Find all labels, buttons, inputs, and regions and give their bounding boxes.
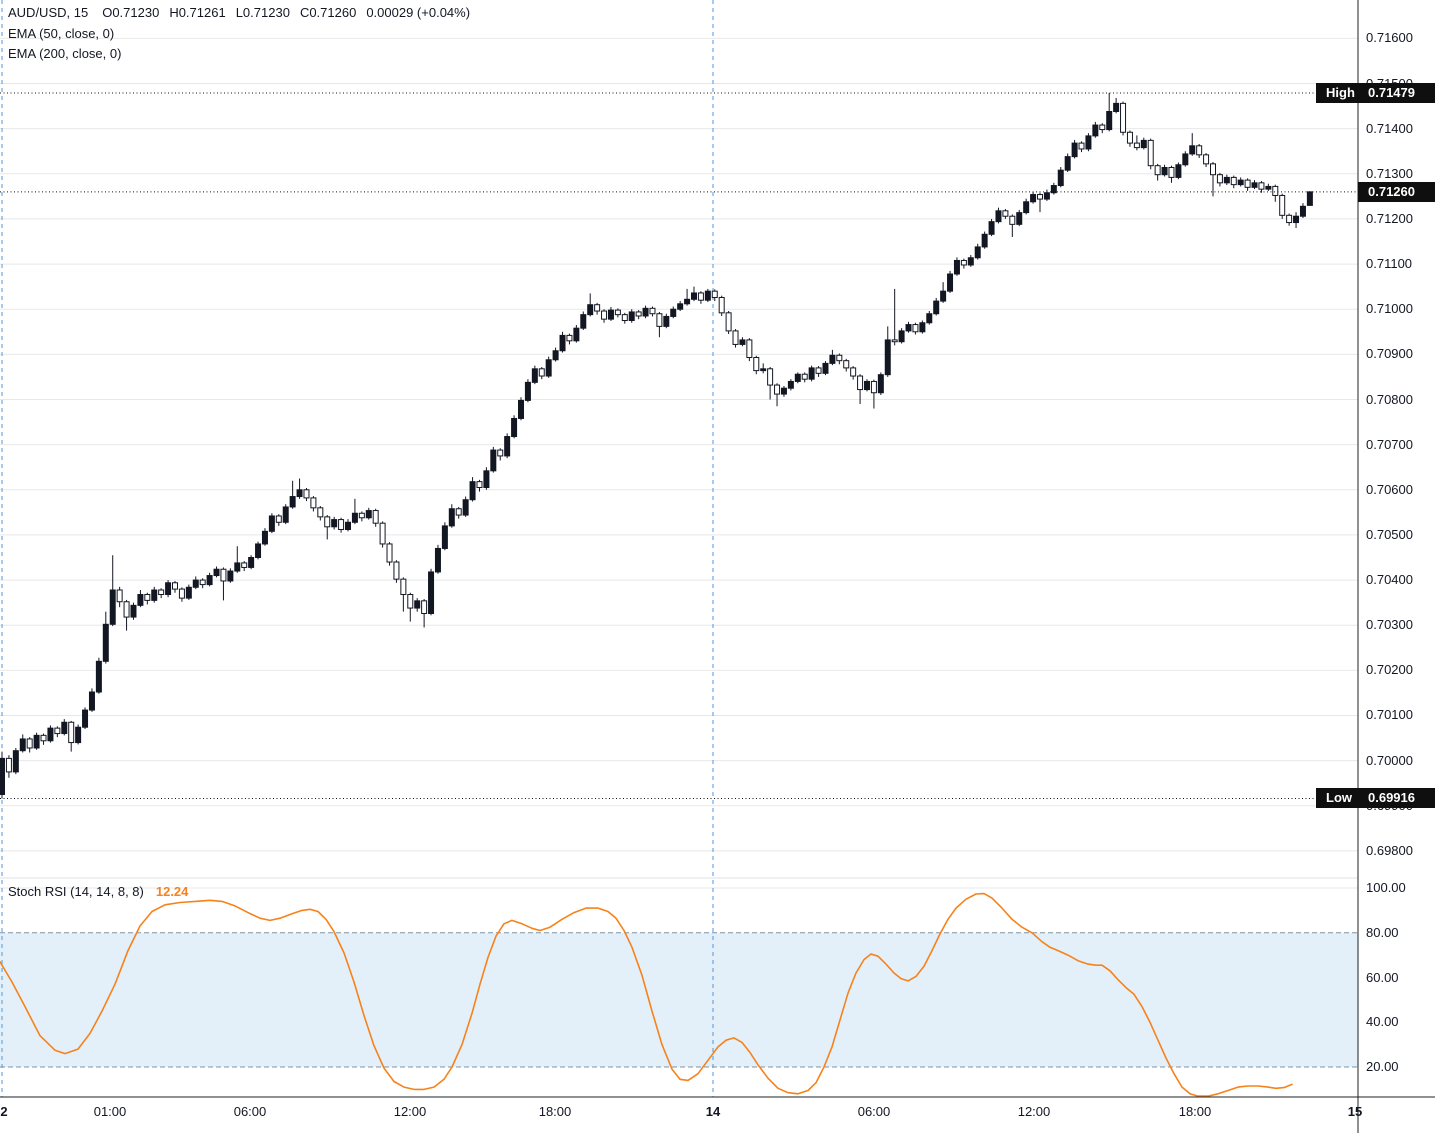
symbol-legend-row[interactable]: AUD/USD, 15 O0.71230 H0.71261 L0.71230 C0.71… <box>8 5 480 20</box>
price-tick-label: 0.70400 <box>1366 572 1413 588</box>
price-gridlines <box>0 37 1358 852</box>
legend-high: H0.71261 <box>169 5 226 20</box>
candlestick-series[interactable] <box>0 92 1313 799</box>
time-label-hour: 06:00 <box>233 1104 267 1119</box>
time-label-hour: 06:00 <box>857 1104 891 1119</box>
time-label-hour: 18:00 <box>538 1104 572 1119</box>
stoch-rsi-legend-row[interactable]: Stoch RSI (14, 14, 8, 8) 12.24 <box>8 884 198 899</box>
low-price-tag: Low 0.69916 <box>1316 788 1435 808</box>
stoch-tick-label: 80.00 <box>1366 924 1399 940</box>
price-tick-label: 0.69800 <box>1366 842 1413 858</box>
stoch-rsi-line[interactable] <box>0 892 1293 1097</box>
stoch-overbought-oversold-band <box>0 932 1358 1067</box>
price-tick-label: 0.71000 <box>1366 301 1413 317</box>
high-tag-word: High <box>1326 85 1355 100</box>
stoch-tick-label: 40.00 <box>1366 1014 1399 1030</box>
price-tick-label: 0.71200 <box>1366 210 1413 226</box>
time-label-hour: 01:00 <box>93 1104 127 1119</box>
price-level-dotted-lines <box>0 92 1358 800</box>
low-tag-value: 0.69916 <box>1368 790 1415 805</box>
symbol-title: AUD/USD, 15 <box>8 5 89 20</box>
last-tag-value: 0.71260 <box>1368 184 1415 199</box>
legend-open: O0.71230 <box>102 5 160 20</box>
legend-low: L0.71230 <box>235 5 290 20</box>
price-tick-label: 0.71600 <box>1366 30 1413 46</box>
last-price-tag: 0.71260 <box>1358 182 1435 202</box>
stoch-tick-label: 20.00 <box>1366 1059 1399 1074</box>
ema50-legend-row[interactable]: EMA (50, close, 0) <box>8 26 124 41</box>
price-tick-label: 0.71300 <box>1366 165 1413 181</box>
time-label-hour: 12:00 <box>393 1104 427 1119</box>
stoch-rsi-label: Stoch RSI (14, 14, 8, 8) <box>8 884 144 899</box>
price-tick-label: 0.70600 <box>1366 481 1413 497</box>
high-price-tag: High 0.71479 <box>1316 83 1435 103</box>
price-tick-label: 0.71400 <box>1366 120 1413 136</box>
price-tick-label: 0.70000 <box>1366 752 1413 768</box>
time-label-date: 15 <box>1347 1104 1363 1119</box>
time-label-hour: 18:00 <box>1178 1104 1212 1119</box>
price-axis[interactable]: 0.716000.715000.714000.713000.712000.711… <box>1358 0 1435 1097</box>
day-separator-lines <box>1 0 714 1097</box>
stoch-gridlines <box>0 887 1358 1068</box>
price-tick-label: 0.70800 <box>1366 391 1413 407</box>
price-tick-label: 0.70100 <box>1366 707 1413 723</box>
time-axis[interactable]: 2 01:00 06:00 12:00 18:00 14 06:00 12:00 18:00 15 <box>0 1097 1435 1133</box>
time-label-date: 2 <box>0 1104 8 1119</box>
legend-change: 0.00029 (+0.04%) <box>366 5 471 20</box>
ema200-label: EMA (200, close, 0) <box>8 46 122 61</box>
price-tick-label: 0.70900 <box>1366 346 1413 362</box>
stoch-tick-label: 100.00 <box>1366 880 1406 895</box>
price-tick-label: 0.71100 <box>1366 256 1413 272</box>
price-tick-label: 0.70700 <box>1366 436 1413 452</box>
low-tag-word: Low <box>1326 790 1352 805</box>
stoch-tick-label: 60.00 <box>1366 969 1399 985</box>
high-tag-value: 0.71479 <box>1368 85 1415 100</box>
legend-close: C0.71260 <box>299 5 357 20</box>
stoch-rsi-value: 12.24 <box>155 884 189 899</box>
ema200-legend-row[interactable]: EMA (200, close, 0) <box>8 46 131 61</box>
ema50-label: EMA (50, close, 0) <box>8 26 115 41</box>
time-label-date: 14 <box>705 1104 721 1119</box>
price-tick-label: 0.70300 <box>1366 617 1413 633</box>
price-tick-label: 0.70200 <box>1366 662 1413 678</box>
time-label-hour: 12:00 <box>1017 1104 1051 1119</box>
price-tick-label: 0.70500 <box>1366 526 1413 542</box>
